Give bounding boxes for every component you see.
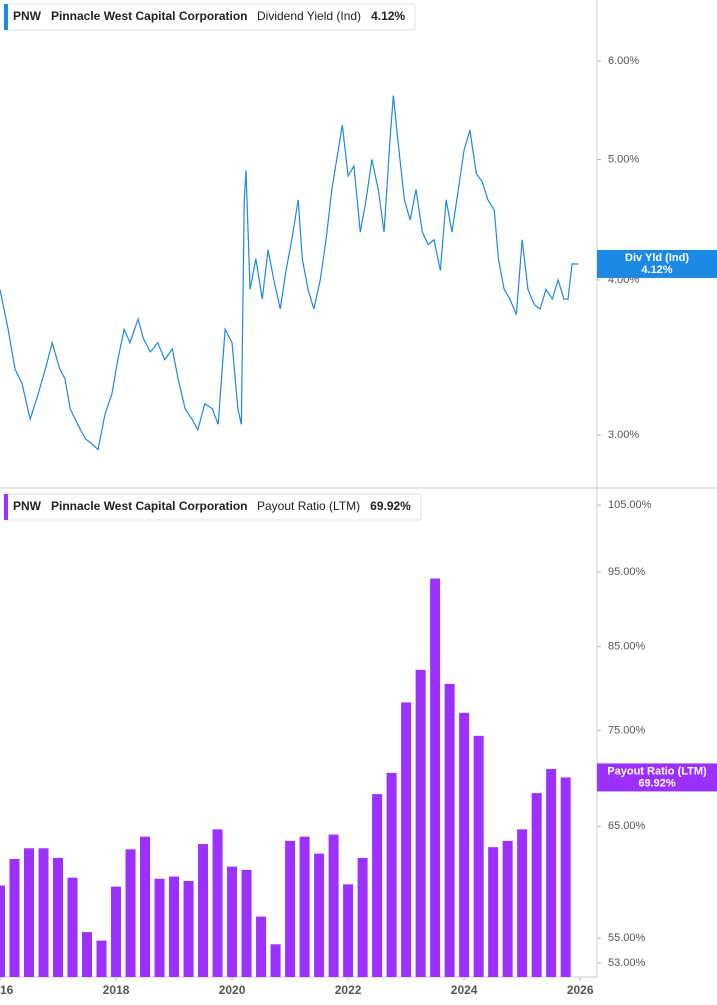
bar bbox=[372, 794, 383, 977]
legend-value: 69.92% bbox=[370, 499, 411, 513]
bar bbox=[256, 916, 267, 977]
bar bbox=[241, 869, 252, 977]
x-tick-label: 2026 bbox=[567, 983, 594, 997]
x-tick-label: 2024 bbox=[451, 983, 478, 997]
legend-ticker: PNW bbox=[13, 499, 42, 513]
bar bbox=[386, 772, 397, 977]
value-tag bbox=[597, 249, 717, 278]
bar bbox=[502, 840, 513, 977]
value-tag bbox=[597, 763, 717, 792]
bar bbox=[96, 940, 107, 977]
x-tick-label: 2016 bbox=[0, 983, 14, 997]
value-tag-name: Div Yld (Ind) bbox=[625, 252, 689, 264]
legend: PNW Pinnacle West Capital Corporation Divi… bbox=[3, 3, 416, 31]
y-tick-label: 85.00% bbox=[608, 641, 646, 653]
y-tick-label: 65.00% bbox=[608, 820, 646, 832]
bar bbox=[560, 777, 571, 977]
x-tick-label: 2018 bbox=[103, 983, 130, 997]
bar bbox=[24, 848, 35, 977]
bar bbox=[125, 849, 136, 977]
bar bbox=[343, 884, 354, 977]
x-tick-label: 2020 bbox=[219, 983, 246, 997]
legend-swatch bbox=[4, 494, 8, 520]
legend: PNW Pinnacle West Capital Corporation Payo… bbox=[3, 493, 422, 521]
bar bbox=[314, 853, 325, 977]
bar bbox=[154, 878, 165, 977]
legend-ticker: PNW bbox=[13, 9, 42, 23]
bar bbox=[357, 857, 368, 977]
legend-value: 4.12% bbox=[371, 9, 405, 23]
legend-swatch bbox=[4, 4, 8, 30]
y-tick-label: 3.00% bbox=[608, 429, 639, 441]
bar bbox=[328, 834, 339, 977]
bar bbox=[285, 840, 296, 977]
bar bbox=[270, 944, 281, 977]
bar bbox=[227, 866, 238, 977]
bar bbox=[183, 880, 194, 977]
y-tick-label: 53.00% bbox=[608, 957, 646, 969]
legend-company: Pinnacle West Capital Corporation bbox=[51, 499, 247, 513]
bar bbox=[444, 683, 455, 977]
y-tick-label: 105.00% bbox=[608, 499, 652, 511]
bar bbox=[401, 702, 412, 977]
legend-company: Pinnacle West Capital Corporation bbox=[51, 9, 247, 23]
bar bbox=[67, 877, 78, 977]
bar bbox=[488, 847, 499, 977]
value-tag-value: 69.92% bbox=[638, 777, 676, 789]
bar bbox=[531, 793, 542, 977]
legend-series: Payout Ratio (LTM) bbox=[257, 499, 360, 513]
bar bbox=[430, 578, 441, 977]
y-tick-label: 95.00% bbox=[608, 566, 646, 578]
bar bbox=[212, 829, 223, 977]
bar bbox=[546, 769, 557, 977]
y-tick-label: 6.00% bbox=[608, 55, 639, 67]
bar bbox=[517, 829, 528, 977]
bar bbox=[198, 844, 209, 977]
bar bbox=[415, 669, 426, 977]
legend-series: Dividend Yield (Ind) bbox=[257, 9, 361, 23]
y-tick-label: 75.00% bbox=[608, 724, 646, 736]
bar bbox=[473, 735, 484, 977]
value-tag-value: 4.12% bbox=[641, 264, 672, 276]
y-tick-label: 55.00% bbox=[608, 932, 646, 944]
value-tag-name: Payout Ratio (LTM) bbox=[607, 765, 707, 777]
bar bbox=[82, 932, 93, 977]
yield-line bbox=[0, 95, 579, 451]
bar bbox=[459, 712, 470, 977]
bar bbox=[140, 836, 151, 977]
bar bbox=[0, 885, 5, 977]
bar bbox=[299, 836, 310, 977]
bar bbox=[111, 886, 122, 977]
bar bbox=[53, 857, 64, 977]
bar bbox=[9, 859, 20, 977]
bar bbox=[169, 876, 180, 977]
bar bbox=[38, 848, 49, 977]
x-tick-label: 2022 bbox=[335, 983, 362, 997]
y-tick-label: 5.00% bbox=[608, 153, 639, 165]
